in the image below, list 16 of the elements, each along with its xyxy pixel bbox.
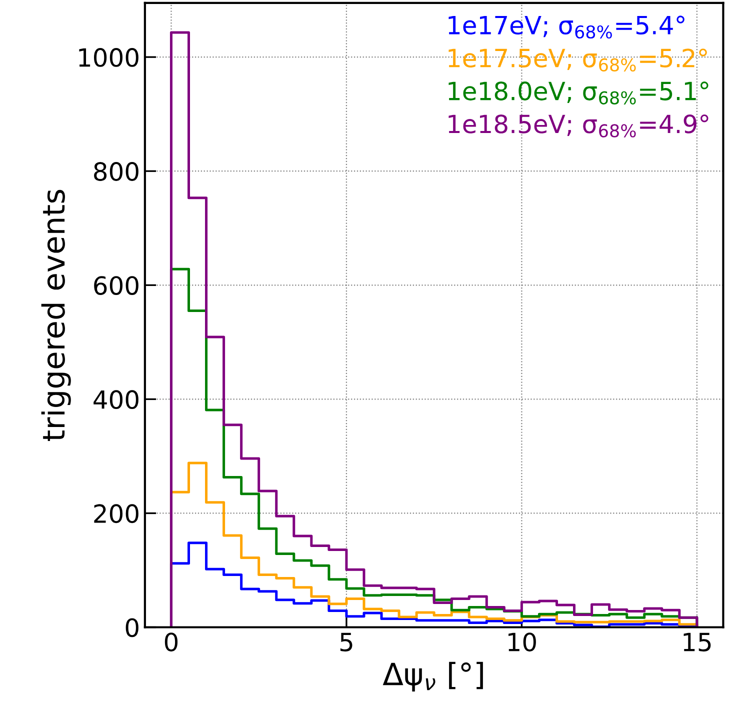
y-tick-label: 800	[94, 162, 138, 181]
x-tick-label: 5	[340, 632, 352, 652]
text: 1e17.5eV; σ$_{68%}$=5.2°	[448, 48, 707, 72]
y-tick-label: 200	[94, 504, 138, 524]
text: 1e18.0eV; σ$_{68%}$=5.1°	[448, 82, 708, 104]
y-tick-label: 0	[126, 618, 138, 638]
x-tick-label: 10	[508, 632, 536, 652]
y-tick-label: 400	[94, 390, 138, 410]
x-axis-title: Δψ$_{ν}$ [°]	[382, 662, 483, 692]
x-tick-label: 0	[164, 632, 178, 652]
text: 1e18.5eV; σ$_{68%}$=4.9°	[448, 114, 708, 138]
text: 1e17eV; σ$_{68%}$=5.4°	[448, 16, 684, 39]
y-axis-title: triggered events	[41, 190, 71, 441]
y-tick-label: 600	[94, 276, 138, 295]
x-tick-label: 15	[684, 632, 711, 652]
y-tick-label: 1000	[79, 48, 138, 67]
